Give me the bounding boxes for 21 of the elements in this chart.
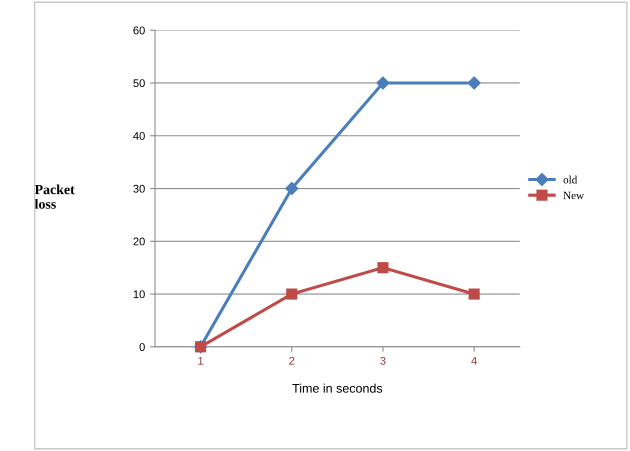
x-tick-label: 2 (289, 356, 294, 365)
y-tick-label: 0 (140, 343, 145, 351)
point (286, 288, 298, 300)
x-axis-title: Time in seconds (292, 384, 382, 393)
y-tick-label: 40 (133, 132, 145, 140)
y-tick-label: 50 (133, 79, 145, 88)
point (376, 76, 390, 90)
y-tick-label: 60 (133, 26, 145, 34)
point (468, 288, 480, 300)
x-tick-label: 1 (198, 356, 204, 365)
y-tick-label: 10 (134, 290, 145, 298)
legend-label: New (563, 192, 584, 200)
legend-label: old (564, 176, 578, 184)
x-tick-label: 4 (471, 356, 477, 365)
point (377, 262, 389, 274)
y-tick-label: 20 (133, 238, 145, 246)
point (468, 76, 481, 90)
point (285, 182, 298, 196)
y-axis-title: Packet loss (34, 184, 75, 209)
y-tick-label: 30 (133, 184, 145, 193)
x-tick-label: 3 (380, 356, 386, 365)
